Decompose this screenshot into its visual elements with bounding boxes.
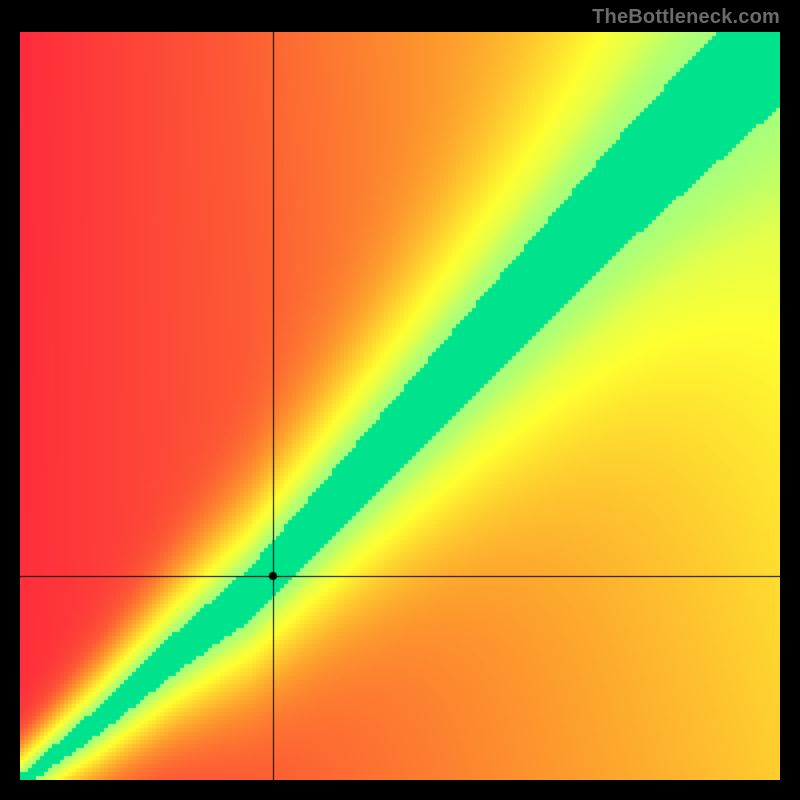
chart-container: TheBottleneck.com [0,0,800,800]
heatmap-canvas [20,32,780,780]
heatmap-plot [20,32,780,780]
watermark-text: TheBottleneck.com [592,6,780,29]
